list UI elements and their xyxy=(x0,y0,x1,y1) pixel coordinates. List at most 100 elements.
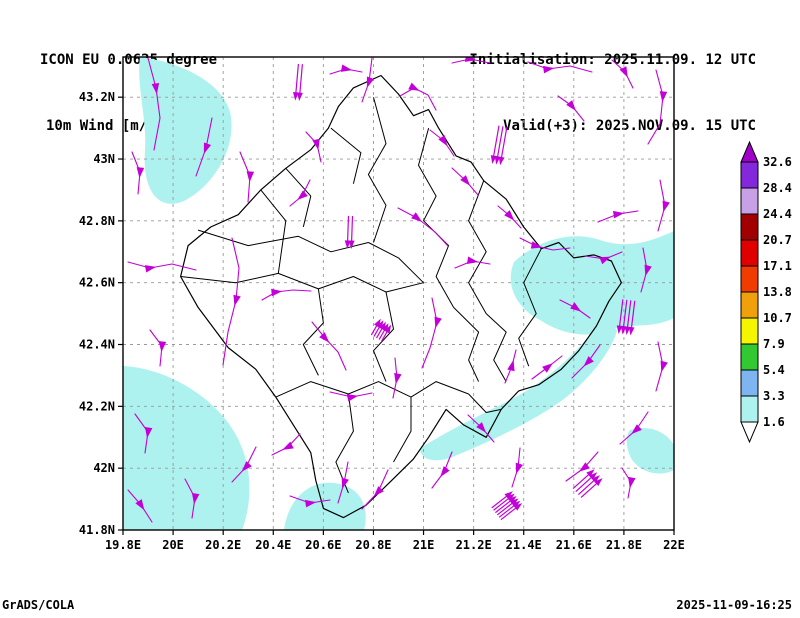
model-title: ICON EU 0.0625 degree xyxy=(40,52,218,68)
wind-barb-line xyxy=(493,496,512,511)
colorbar-tick-label: 3.3 xyxy=(763,389,785,403)
wind-arrowhead xyxy=(319,332,330,343)
wind-arrowhead xyxy=(583,356,594,367)
lon-tick-label: 21.2E xyxy=(456,538,492,552)
wind-barb-line xyxy=(572,472,592,490)
municipality-border xyxy=(468,393,502,413)
wind-shading-layer xyxy=(123,57,674,530)
colorbar-tick-label: 28.4 xyxy=(763,181,792,195)
wind-streamline xyxy=(519,237,571,251)
wind-streamline xyxy=(271,433,301,456)
lon-tick-label: 20E xyxy=(162,538,184,552)
wind-barb-line xyxy=(495,498,514,514)
wind-streamline xyxy=(261,289,312,301)
wind-arrowhead xyxy=(543,65,555,74)
wind-streamline xyxy=(361,469,389,510)
colorbar-segment xyxy=(740,265,759,293)
colorbar-segment xyxy=(740,161,759,189)
y-axis-labels: 41.8N 42N 42.2N 42.4N 42.6N 42.8N 43N 43.2N xyxy=(79,90,115,537)
colorbar-top-arrow xyxy=(740,140,759,163)
wind-arrowhead xyxy=(506,493,515,502)
wind-arrowhead xyxy=(662,200,670,213)
wind-arrowhead xyxy=(340,64,353,72)
wind-arrowhead xyxy=(346,394,359,402)
lat-tick-label: 41.8N xyxy=(79,523,115,537)
wind-arrowhead xyxy=(460,175,471,186)
wind-arrowhead xyxy=(644,264,652,277)
wind-arrowhead xyxy=(464,57,477,62)
wind-arrowhead xyxy=(619,66,628,78)
wind-arrowhead xyxy=(297,190,308,201)
header-right: Initialisation: 2025.11.09. 12 UTC Valid… xyxy=(469,5,756,181)
municipality-border xyxy=(275,381,469,398)
wind-arrowhead xyxy=(530,241,543,249)
creation-timestamp: 2025-11-09-16:25 xyxy=(676,598,792,612)
colorbar-tick-label: 32.6 xyxy=(763,155,792,169)
wind-arrowhead xyxy=(660,360,668,373)
wind-barb-line xyxy=(492,125,500,160)
colorbar-segment xyxy=(740,291,759,319)
colorbar-tick-label: 1.6 xyxy=(763,415,785,429)
lon-tick-label: 21.4E xyxy=(506,538,542,552)
wind-arrowhead xyxy=(631,424,642,435)
wind-arrowhead xyxy=(144,265,157,273)
wind-arrowhead xyxy=(411,212,422,222)
wind-arrowhead xyxy=(490,155,497,164)
wind-arrowhead xyxy=(504,491,513,499)
wind-arrowhead xyxy=(438,135,448,147)
wind-arrowhead xyxy=(296,92,303,101)
wind-arrowhead xyxy=(498,156,505,166)
wind-arrowhead xyxy=(135,499,145,511)
shade-region xyxy=(284,482,366,530)
wind-arrowhead xyxy=(466,256,479,264)
wind-barb-line xyxy=(500,126,508,161)
wind-barb-line xyxy=(578,478,597,495)
wind-arrowhead xyxy=(628,476,636,489)
lon-tick-label: 20.2E xyxy=(205,538,241,552)
lon-tick-label: 21.8E xyxy=(606,538,642,552)
municipality-border xyxy=(418,127,437,222)
wind-arrowhead xyxy=(515,462,523,475)
wind-arrowhead xyxy=(434,316,442,329)
municipality-border xyxy=(260,189,287,274)
wind-streamline xyxy=(397,207,449,247)
colorbar-tick-label: 13.8 xyxy=(763,285,792,299)
colorbar-segment xyxy=(740,213,759,241)
colorbar-tick-label: 10.7 xyxy=(763,311,792,325)
wind-barb-line xyxy=(630,300,636,331)
wind-arrowhead xyxy=(504,210,515,221)
lon-tick-label: 21E xyxy=(413,538,435,552)
colorbar-tick-label: 5.4 xyxy=(763,363,785,377)
municipality-border xyxy=(373,291,394,382)
x-axis-labels: 19.8E 20E 20.2E 20.4E 20.6E 20.8E 21E 21.2E 21.4… xyxy=(105,538,685,552)
municipality-border xyxy=(180,272,424,293)
colorbar-segment xyxy=(740,187,759,215)
wind-arrowhead xyxy=(233,294,241,307)
wind-barb-line xyxy=(350,216,354,245)
colorbar: 32.6 28.4 24.4 20.7 17.1 13.8 10.7 7.9 5.4 3.3 1.6 xyxy=(740,140,792,444)
wind-barb-line xyxy=(346,215,350,244)
wind-streamlines-layer xyxy=(127,57,670,523)
wind-arrowhead xyxy=(144,427,153,439)
wind-arrowhead xyxy=(151,83,160,95)
municipality-border xyxy=(302,288,324,376)
wind-arrowhead xyxy=(241,461,252,472)
wind-arrowhead xyxy=(508,496,517,504)
wind-arrowhead xyxy=(136,167,145,179)
lat-tick-label: 42.2N xyxy=(79,399,115,413)
colorbar-tick-label: 7.9 xyxy=(763,337,785,351)
wind-arrowhead xyxy=(440,466,450,478)
municipality-border xyxy=(518,248,542,367)
colorbar-tick-label: 24.4 xyxy=(763,207,792,221)
wind-arrowhead xyxy=(620,325,627,335)
wind-barb-line xyxy=(580,480,600,498)
valid-time-label: Valid(+3): 2025.NOV.09. 15 UTC xyxy=(503,118,756,134)
municipality-border xyxy=(367,97,387,243)
wind-arrowhead xyxy=(394,372,402,385)
wind-arrowhead xyxy=(659,91,668,103)
lat-tick-label: 42.8N xyxy=(79,214,115,228)
shade-region xyxy=(123,366,250,530)
wind-streamline xyxy=(557,95,585,122)
